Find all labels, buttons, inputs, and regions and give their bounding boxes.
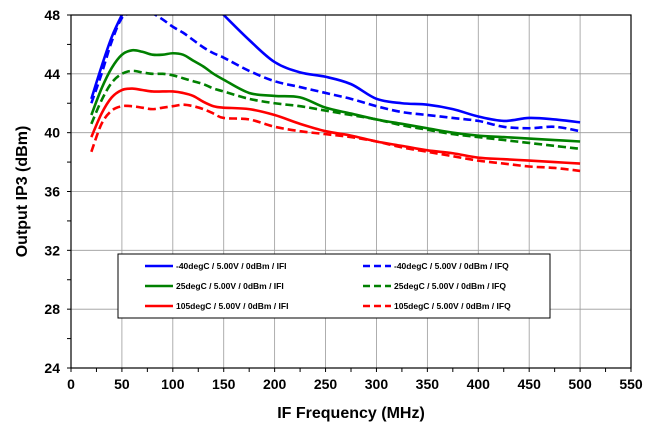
legend: -40degC / 5.00V / 0dBm / IFI -40degC / 5.… [117, 253, 551, 319]
tick-labels: 0 50 100 150 200 250 300 350 400 450 500 550 24 28 32 3… [44, 7, 642, 392]
x-axis-title: IF Frequency (MHz) [277, 405, 425, 422]
x-tick-label: 200 [263, 376, 287, 392]
legend-label-3: 25degC / 5.00V / 0dBm / IFI [176, 281, 284, 291]
x-tick-label: 450 [518, 376, 542, 392]
y-tick-label: 36 [44, 184, 60, 200]
y-tick-label: 28 [44, 301, 60, 317]
x-tick-label: 300 [365, 376, 389, 392]
legend-box [117, 253, 551, 319]
legend-label-1: -40degC / 5.00V / 0dBm / IFI [176, 261, 287, 271]
series-layer [90, 15, 581, 173]
y-tick-label: 44 [44, 66, 60, 82]
x-tick-label: 500 [568, 376, 592, 392]
x-tick-label: 50 [114, 376, 130, 392]
legend-label-2: -40degC / 5.00V / 0dBm / IFQ [394, 261, 509, 271]
series-line-5 [90, 87, 581, 165]
x-tick-label: 250 [314, 376, 338, 392]
x-tick-label: 400 [467, 376, 491, 392]
legend-label-5: 105degC / 5.00V / 0dBm / IFI [176, 301, 288, 311]
series-line-4 [90, 69, 581, 151]
y-tick-label: 40 [44, 125, 60, 141]
x-tick-label: 100 [161, 376, 185, 392]
x-tick-label: 0 [67, 376, 75, 392]
y-tick-label: 32 [44, 242, 60, 258]
axes [67, 14, 632, 372]
x-tick-label: 150 [212, 376, 236, 392]
legend-label-6: 105degC / 5.00V / 0dBm / IFQ [394, 301, 511, 311]
x-tick-label: 550 [619, 376, 643, 392]
series-line-6 [90, 103, 581, 173]
legend-label-4: 25degC / 5.00V / 0dBm / IFQ [394, 281, 506, 291]
series-line-2 [90, 15, 581, 133]
y-tick-label: 48 [44, 7, 60, 23]
x-tick-label: 350 [416, 376, 440, 392]
series-line-3 [90, 48, 581, 143]
series-line-1 [90, 15, 581, 124]
y-axis-title: Output IP3 (dBm) [14, 126, 31, 258]
y-tick-label: 24 [44, 360, 60, 376]
